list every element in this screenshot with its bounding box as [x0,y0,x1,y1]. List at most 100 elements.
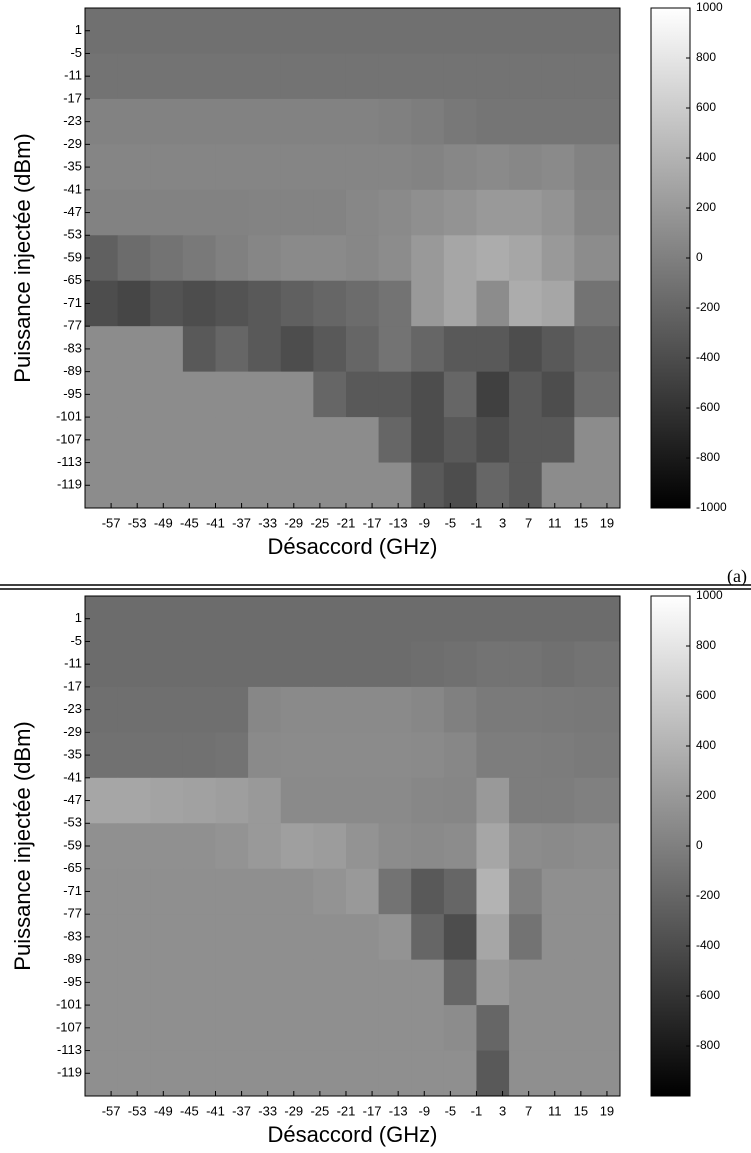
x-tick-label: -1 [471,515,483,530]
heat-cell [574,417,621,464]
heat-cell [85,326,119,373]
heat-cell [443,371,477,418]
heat-cell [150,98,184,145]
heat-cell [411,326,445,373]
y-tick-label: -35 [63,747,82,762]
heat-cell [443,326,477,373]
y-tick-label: -29 [63,724,82,739]
heat-cell [117,1050,151,1097]
heat-cell [182,596,216,642]
x-tick-label: -53 [128,1103,147,1118]
colorbar-tick-label: -800 [696,1038,720,1052]
y-tick-label: -47 [63,792,82,807]
heat-cell [378,144,412,191]
y-tick-label: -83 [63,340,82,355]
heat-cell [248,1005,282,1052]
heat-cell [215,823,249,870]
heat-cell [378,8,412,54]
colorbar-tick-label: -600 [696,400,720,414]
y-tick-label: -101 [56,409,82,424]
heat-cell [248,235,282,282]
heat-cell [541,98,575,145]
heat-cell [541,417,575,464]
heat-cell [541,914,575,961]
heat-cell [443,98,477,145]
y-tick-label: 1 [75,22,82,37]
heat-cell [345,596,380,642]
heat-cell [574,53,621,100]
heat-cell [378,732,412,779]
heat-cell [117,959,151,1006]
heat-cell [117,777,151,824]
y-tick-label: -71 [63,295,82,310]
heat-cell [117,462,151,509]
heat-cell [541,959,575,1006]
heat-cell [280,641,314,688]
heat-cell [378,823,412,870]
heat-cell [509,371,543,418]
x-tick-label: 7 [525,1103,532,1118]
heat-cell [248,371,282,418]
heat-cell [215,462,249,509]
heat-cell [215,98,249,145]
heat-cell [443,641,477,688]
x-tick-label: -29 [284,1103,303,1118]
heat-cell [85,144,119,191]
heat-cell [150,462,184,509]
heat-cell [85,189,119,236]
x-tick-label: -45 [180,1103,199,1118]
heat-cell [509,8,543,54]
heat-cell [117,326,151,373]
y-tick-label: -23 [63,113,82,128]
heat-cell [443,686,477,733]
x-tick-label: -17 [363,515,382,530]
heat-cell [280,417,314,464]
y-tick-label: -83 [63,928,82,943]
heat-cell [509,189,543,236]
heat-cell [313,98,347,145]
heat-cell [313,777,347,824]
heat-cell [378,1005,412,1052]
heat-cell [117,235,151,282]
heat-cell [313,1005,347,1052]
heat-cell [541,280,575,327]
y-tick-label: -95 [63,974,82,989]
heat-cell [150,914,184,961]
heat-cell [476,98,510,145]
heat-cell [215,189,249,236]
heat-cell [509,417,543,464]
heat-cell [443,189,477,236]
colorbar-tick-label: -800 [696,450,720,464]
heat-cell [476,596,510,642]
heat-cell [182,959,216,1006]
heat-cell [85,8,119,54]
heat-cell [345,371,380,418]
colorbar-tick-label: 1000 [696,0,723,14]
colorbar [650,7,691,509]
heat-cell [280,189,314,236]
heat-cell [345,777,380,824]
heat-cell [378,686,412,733]
heat-cell [411,8,445,54]
heat-cell [378,53,412,100]
heat-cell [150,641,184,688]
heat-cell [443,914,477,961]
heat-cell [248,686,282,733]
heat-cell [378,959,412,1006]
heat-cell [574,371,621,418]
heat-cell [411,280,445,327]
heat-cell [574,235,621,282]
colorbar-tick-label: -200 [696,888,720,902]
heat-cell [411,1005,445,1052]
heat-cell [574,868,621,915]
y-tick-label: -53 [63,227,82,242]
heat-cell [345,959,380,1006]
heat-cell [248,417,282,464]
heat-cell [248,189,282,236]
heat-cell [280,53,314,100]
x-tick-label: 3 [499,515,506,530]
heat-cell [443,8,477,54]
x-tick-label: -37 [232,515,251,530]
heat-cell [443,1050,477,1097]
heat-cell [443,235,477,282]
